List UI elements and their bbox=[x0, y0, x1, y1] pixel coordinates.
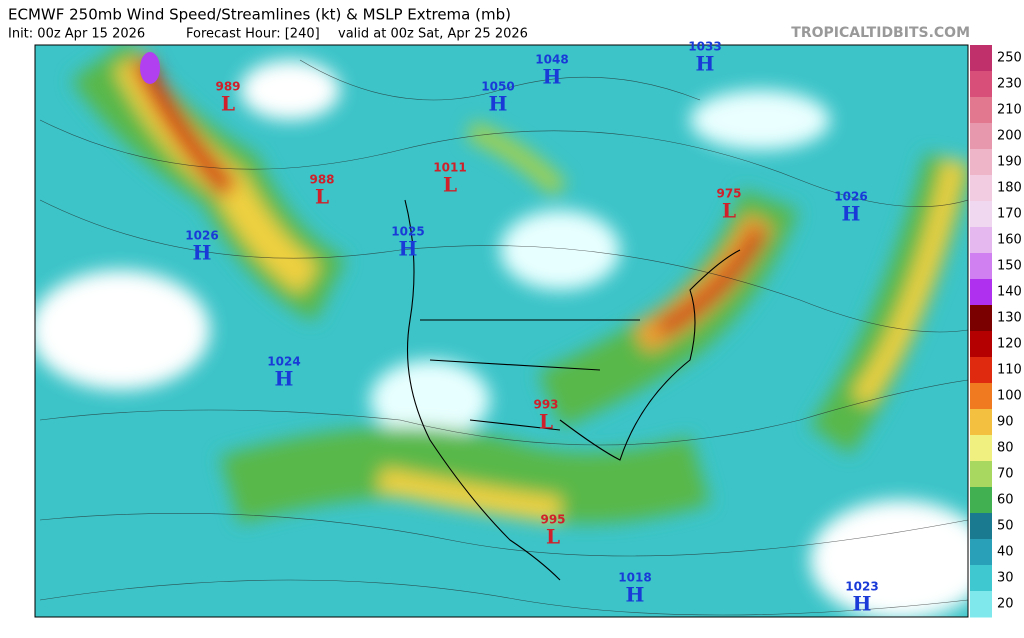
colorbar-swatch bbox=[970, 305, 992, 332]
colorbar-label: 20 bbox=[997, 597, 1014, 612]
colorbar: 250 230 210 200 190 180 170 160 150 140 130 120 110 1… bbox=[970, 45, 1022, 618]
colorbar-swatch bbox=[970, 487, 992, 514]
colorbar-swatch bbox=[970, 461, 992, 488]
center-value: 1026 bbox=[834, 190, 867, 204]
colorbar-swatch bbox=[970, 253, 992, 280]
center-letter: H bbox=[489, 92, 508, 116]
colorbar-label: 90 bbox=[997, 415, 1014, 430]
colorbar-label: 170 bbox=[997, 207, 1022, 222]
colorbar-swatch bbox=[970, 227, 992, 254]
valid: valid at 00z Sat, Apr 25 2026 bbox=[338, 27, 528, 42]
colorbar-label: 70 bbox=[997, 467, 1014, 482]
colorbar-label: 80 bbox=[997, 441, 1014, 456]
colorbar-label: 210 bbox=[997, 103, 1022, 118]
center-value: 1025 bbox=[391, 225, 424, 239]
center-value: 1023 bbox=[845, 580, 878, 594]
center-letter: H bbox=[193, 241, 212, 265]
center-value: 995 bbox=[540, 513, 565, 527]
colorbar-swatch bbox=[970, 71, 992, 98]
init: Init: 00z Apr 15 2026 bbox=[8, 27, 145, 42]
colorbar-swatch bbox=[970, 357, 992, 384]
center-value: 1050 bbox=[481, 80, 514, 94]
center-letter: H bbox=[399, 237, 418, 261]
center-letter: L bbox=[315, 185, 329, 209]
colorbar-swatch bbox=[970, 97, 992, 124]
forecast-hour: Forecast Hour: [240] bbox=[186, 27, 320, 42]
colorbar-label: 110 bbox=[997, 363, 1022, 378]
colorbar-swatch bbox=[970, 149, 992, 176]
colorbar-swatch bbox=[970, 123, 992, 150]
colorbar-label: 60 bbox=[997, 493, 1014, 508]
watermark: TROPICALTIDBITS.COM bbox=[791, 25, 970, 41]
colorbar-label: 50 bbox=[997, 519, 1014, 534]
wind-field bbox=[35, 45, 968, 617]
colorbar-label: 180 bbox=[997, 181, 1022, 196]
colorbar-label: 140 bbox=[997, 285, 1022, 300]
colorbar-label: 30 bbox=[997, 571, 1014, 586]
center-letter: H bbox=[853, 592, 872, 616]
center-letter: H bbox=[626, 583, 645, 607]
colorbar-label: 190 bbox=[997, 155, 1022, 170]
center-value: 988 bbox=[309, 173, 334, 187]
colorbar-swatch bbox=[970, 331, 992, 358]
center-letter: H bbox=[696, 52, 715, 76]
colorbar-swatch bbox=[970, 513, 992, 540]
center-letter: L bbox=[546, 525, 560, 549]
center-value: 1024 bbox=[267, 355, 300, 369]
center-value: 1033 bbox=[688, 40, 721, 54]
colorbar-swatch bbox=[970, 383, 992, 410]
colorbar-label: 250 bbox=[997, 51, 1022, 66]
colorbar-swatch bbox=[970, 539, 992, 566]
colorbar-swatch bbox=[970, 279, 992, 306]
colorbar-swatch bbox=[970, 175, 992, 202]
map-frame bbox=[34, 44, 969, 618]
colorbar-label: 160 bbox=[997, 233, 1022, 248]
center-value: 975 bbox=[716, 187, 741, 201]
colorbar-label: 100 bbox=[997, 389, 1022, 404]
colorbar-label: 40 bbox=[997, 545, 1014, 560]
center-value: 993 bbox=[533, 398, 558, 412]
center-value: 1011 bbox=[433, 161, 466, 175]
colorbar-label: 150 bbox=[997, 259, 1022, 274]
wind-max bbox=[140, 52, 160, 84]
center-letter: L bbox=[722, 199, 736, 223]
center-letter: H bbox=[842, 202, 861, 226]
coastlines bbox=[404, 199, 741, 581]
center-value: 1026 bbox=[185, 229, 218, 243]
center-letter: H bbox=[275, 367, 294, 391]
title: ECMWF 250mb Wind Speed/Streamlines (kt) … bbox=[8, 6, 511, 24]
colorbar-label: 120 bbox=[997, 337, 1022, 352]
colorbar-swatch bbox=[970, 565, 992, 592]
center-value: 1018 bbox=[618, 571, 651, 585]
colorbar-swatch bbox=[970, 45, 992, 72]
colorbar-swatch bbox=[970, 201, 992, 228]
center-letter: L bbox=[539, 410, 553, 434]
colorbar-swatch bbox=[970, 435, 992, 462]
center-value: 989 bbox=[215, 80, 240, 94]
center-value: 1048 bbox=[535, 53, 568, 67]
colorbar-label: 200 bbox=[997, 129, 1022, 144]
center-letter: H bbox=[543, 65, 562, 89]
colorbar-label: 230 bbox=[997, 77, 1022, 92]
map bbox=[35, 45, 968, 617]
colorbar-label: 130 bbox=[997, 311, 1022, 326]
colorbar-swatch bbox=[970, 409, 992, 436]
streamlines bbox=[39, 59, 968, 616]
center-letter: L bbox=[443, 173, 457, 197]
colorbar-swatch bbox=[970, 591, 992, 618]
center-letter: L bbox=[221, 92, 235, 116]
